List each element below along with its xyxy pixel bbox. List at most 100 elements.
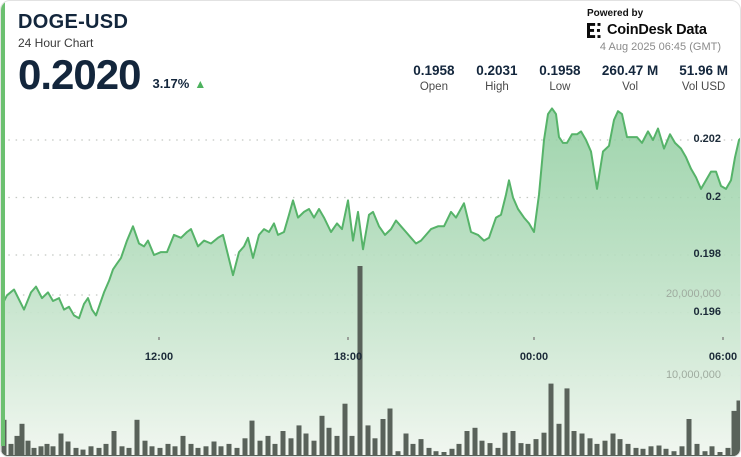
green-accent-border [1, 1, 5, 446]
current-price-row: 0.2020 3.17% ▲ [18, 54, 206, 96]
volume-bar [541, 432, 547, 456]
price-area-fill [1, 108, 740, 456]
stat-low-value: 0.1958 [539, 63, 581, 78]
volume-bar [587, 438, 593, 456]
volume-bar [441, 452, 447, 456]
volume-bar [495, 447, 501, 456]
volume-bar [296, 425, 302, 456]
volume-bar [226, 443, 232, 456]
coindesk-brand-row[interactable]: CoinDesk Data [587, 22, 721, 38]
x-axis-baseline [1, 455, 740, 456]
chart-timestamp: 4 Aug 2025 06:45 (GMT) [599, 41, 721, 53]
volume-bar [579, 433, 585, 456]
volume-bar [319, 415, 325, 456]
price-line [1, 107, 740, 320]
volume-bar [702, 451, 708, 456]
volume-bar [249, 420, 255, 456]
volume-bar [88, 446, 94, 456]
volume-bar [334, 435, 340, 456]
stat-volume-label: Vol [622, 81, 639, 93]
volume-bar [617, 439, 623, 456]
volume-bar [518, 443, 524, 456]
stat-high-value: 0.2031 [476, 63, 518, 78]
instrument-symbol: DOGE-USD [18, 11, 129, 33]
stat-volume-usd-label: Vol USD [681, 81, 726, 93]
volume-bar [395, 451, 401, 456]
instrument-header: DOGE-USD 24 Hour Chart 0.2020 3.17% ▲ [18, 11, 206, 96]
volume-bar [50, 446, 56, 456]
volume-bar [73, 447, 79, 456]
volume-bar [625, 443, 631, 456]
volume-bar [96, 447, 102, 456]
volume-bar [671, 451, 677, 456]
powered-by-label: Powered by [587, 8, 644, 19]
volume-bar [25, 440, 31, 456]
volume-bar [44, 443, 50, 456]
volume-bar [663, 448, 669, 456]
volume-bar [126, 447, 132, 456]
volume-bar [157, 447, 163, 456]
volume-bar [464, 431, 470, 456]
stat-low: 0.1958 Low [539, 63, 581, 93]
volume-bar [479, 440, 485, 456]
stat-low-label: Low [549, 81, 571, 93]
stat-volume-usd: 51.96 M Vol USD [679, 63, 728, 93]
volume-bar [203, 446, 209, 456]
stat-volume-usd-value: 51.96 M [679, 63, 728, 78]
volume-bar [14, 435, 20, 456]
volume-bar [556, 423, 562, 456]
powered-by-block[interactable]: Powered by CoinDesk Data 4 Aug 2025 06:4… [587, 8, 721, 53]
volume-bar [31, 447, 37, 456]
volume-bar [357, 266, 363, 456]
volume-bar [65, 441, 71, 456]
volume-bar [472, 427, 478, 456]
volume-bar [349, 435, 355, 456]
volume-bar [548, 383, 554, 456]
coindesk-brand-name: CoinDesk Data [607, 22, 707, 38]
stat-high-label: High [485, 81, 509, 93]
stat-volume: 260.47 M Vol [602, 63, 658, 93]
volume-bar [242, 438, 248, 456]
volume-bar [656, 445, 662, 456]
volume-bar [111, 431, 117, 456]
volume-bar [342, 403, 348, 456]
volume-bar [326, 427, 332, 456]
volume-bar [502, 432, 508, 456]
volume-bar [686, 419, 692, 456]
volume-bar [311, 440, 317, 456]
volume-bar [487, 443, 493, 456]
volume-bar [280, 431, 286, 456]
volume-bar [403, 433, 409, 456]
volume-bar [211, 441, 217, 456]
volume-bar [533, 439, 539, 456]
volume-bar [725, 447, 731, 456]
volume-bar [602, 440, 608, 456]
current-price: 0.2020 [18, 51, 141, 98]
volume-bar [80, 449, 86, 456]
volume-bar [372, 438, 378, 456]
volume-bar [272, 443, 278, 456]
volume-bar [594, 443, 600, 456]
volume-bar [426, 447, 432, 456]
volume-bar [633, 447, 639, 456]
volume-bar [648, 446, 654, 456]
volume-bar [38, 446, 44, 456]
price-change-percent: 3.17% ▲ [152, 76, 207, 91]
volume-bar [195, 447, 201, 456]
volume-bar [387, 408, 393, 456]
volume-bar [717, 452, 723, 456]
volume-bar [694, 443, 700, 456]
volume-bar [103, 443, 109, 456]
volume-bar [172, 446, 178, 456]
volume-bar [165, 443, 171, 456]
stat-open-value: 0.1958 [413, 63, 455, 78]
volume-bar [234, 447, 240, 456]
volume-bar [418, 439, 424, 456]
volume-bar [640, 448, 646, 456]
volume-bar [180, 435, 186, 456]
volume-bar [510, 431, 516, 456]
volume-bar [257, 440, 263, 456]
coindesk-logo-icon [587, 22, 601, 38]
volume-bar [218, 446, 224, 456]
